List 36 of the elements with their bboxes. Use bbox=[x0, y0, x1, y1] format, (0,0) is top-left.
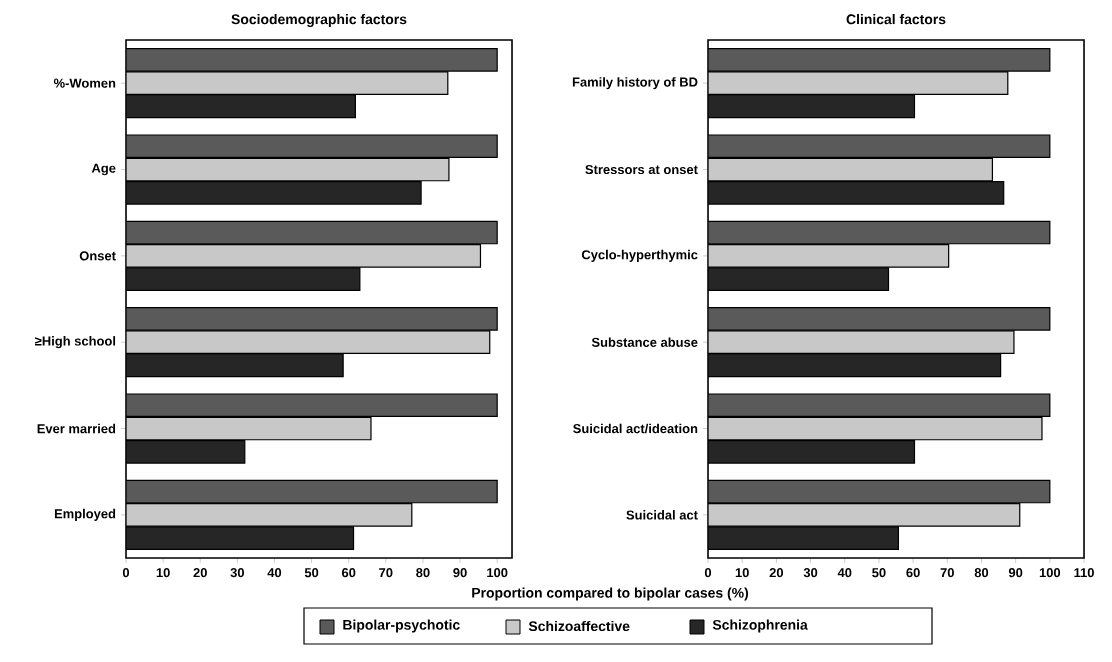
bar bbox=[126, 94, 356, 119]
bar bbox=[708, 439, 916, 464]
bar bbox=[126, 330, 491, 354]
bar bbox=[708, 157, 994, 182]
bar bbox=[126, 134, 498, 159]
bar bbox=[126, 416, 372, 441]
bar bbox=[708, 181, 1005, 205]
bar bbox=[708, 330, 1015, 354]
bar bbox=[708, 416, 1043, 441]
bar bbox=[126, 181, 422, 205]
bar bbox=[126, 48, 498, 72]
bar bbox=[126, 307, 498, 331]
bar bbox=[126, 71, 449, 96]
bar bbox=[708, 393, 1051, 418]
bar bbox=[126, 244, 482, 268]
bar bbox=[126, 503, 413, 527]
bar bbox=[126, 267, 361, 291]
bar bbox=[708, 48, 1051, 72]
bar bbox=[708, 220, 1051, 245]
bar bbox=[126, 353, 344, 378]
bar bbox=[708, 267, 890, 291]
bar bbox=[708, 307, 1051, 331]
bar bbox=[708, 244, 950, 268]
bar bbox=[126, 157, 450, 182]
bar bbox=[708, 134, 1051, 159]
bar bbox=[708, 526, 900, 550]
bar bbox=[708, 353, 1002, 378]
bar bbox=[126, 393, 498, 418]
bar bbox=[126, 220, 498, 245]
bar bbox=[708, 479, 1051, 504]
bar bbox=[708, 71, 1009, 96]
bar bbox=[126, 526, 355, 550]
bar bbox=[126, 439, 246, 464]
bar bbox=[708, 94, 916, 119]
bar bbox=[708, 503, 1021, 527]
bar bbox=[126, 479, 498, 504]
